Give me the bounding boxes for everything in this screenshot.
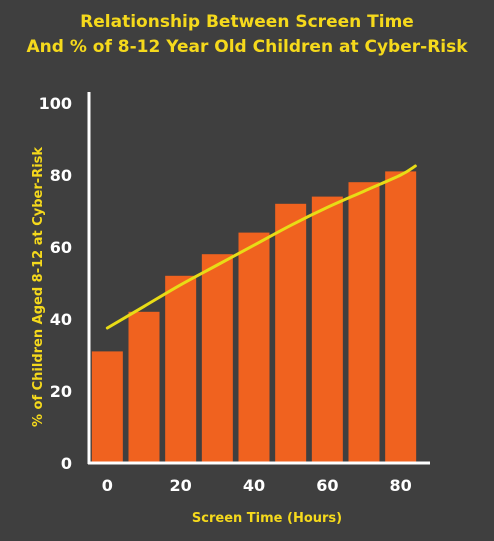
x-tick-label-0: 0: [102, 476, 113, 495]
trend-line: [105, 164, 417, 330]
x-axis-label: Screen Time (Hours): [192, 511, 342, 526]
bar-7: [348, 182, 380, 463]
bar-2: [165, 275, 197, 463]
bar-0: [91, 351, 123, 463]
y-axis-label: % of Children Aged 8-12 at Cyber-Risk: [31, 147, 46, 427]
bar-8: [385, 171, 417, 463]
bar-3: [201, 254, 233, 463]
bars-group: [91, 171, 417, 464]
x-tick-label-2: 40: [243, 476, 265, 495]
axes-group: [87, 92, 430, 465]
y-tick-label-3: 60: [50, 238, 72, 257]
y-tick-label-5: 100: [39, 94, 72, 113]
y-tick-labels: 0 20 40 60 80 100: [39, 94, 72, 473]
x-tick-label-4: 80: [390, 476, 412, 495]
x-tick-label-3: 60: [316, 476, 338, 495]
bar-5: [275, 203, 307, 464]
bar-1: [128, 311, 160, 463]
x-tick-labels: 0 20 40 60 80: [102, 476, 412, 495]
x-tick-label-1: 20: [170, 476, 192, 495]
y-tick-label-4: 80: [50, 166, 72, 185]
bar-6: [311, 196, 343, 463]
chart-title: Relationship Between Screen Time And % o…: [0, 10, 494, 60]
bar-4: [238, 232, 270, 463]
y-tick-label-0: 0: [61, 454, 72, 473]
chart-title-line-2: And % of 8-12 Year Old Children at Cyber…: [26, 37, 468, 57]
trend-group: [105, 164, 417, 330]
y-tick-label-2: 40: [50, 310, 72, 329]
y-tick-label-1: 20: [50, 382, 72, 401]
chart-title-line-1: Relationship Between Screen Time: [80, 12, 414, 32]
